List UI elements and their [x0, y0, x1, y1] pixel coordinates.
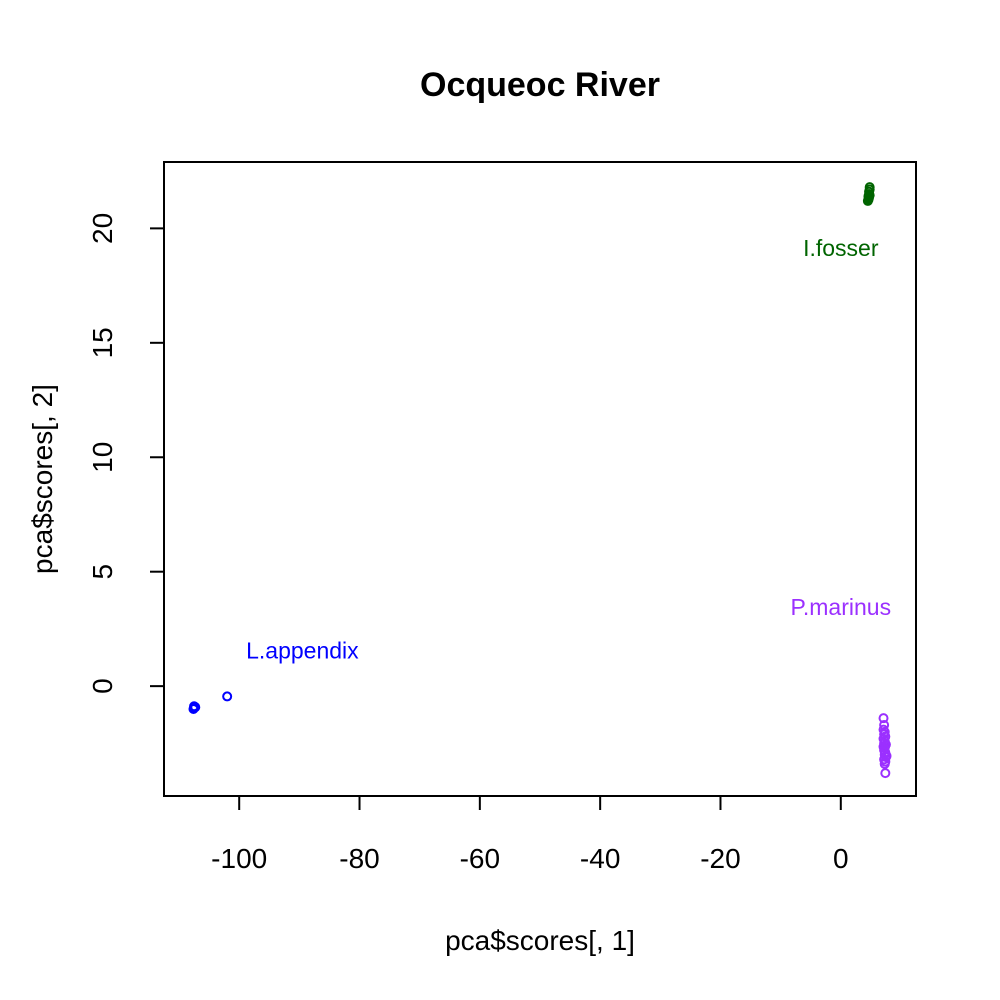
data-point	[881, 750, 892, 761]
data-points	[188, 182, 892, 779]
series-label: L.appendix	[246, 638, 359, 664]
chart-title: Ocqueoc River	[420, 66, 660, 104]
data-point	[189, 701, 200, 712]
data-point	[880, 768, 891, 779]
data-point	[864, 190, 875, 201]
y-tick-label: 15	[87, 327, 118, 358]
x-tick-label: 0	[833, 843, 849, 874]
data-point	[879, 720, 890, 731]
x-tick-label: -60	[460, 843, 500, 874]
data-point	[878, 713, 889, 724]
y-tick-label: 5	[87, 564, 118, 580]
x-tick-label: -80	[339, 843, 379, 874]
y-tick-label: 10	[87, 442, 118, 473]
x-tick-label: -100	[211, 843, 267, 874]
x-axis-label: pca$scores[, 1]	[445, 925, 635, 956]
data-point	[878, 741, 889, 752]
series-label: P.marinus	[791, 594, 892, 620]
data-point	[880, 739, 891, 750]
series-labels: L.appendix I.fosser P.marinus	[246, 235, 891, 664]
y-axis-label: pca$scores[, 2]	[27, 384, 58, 574]
series-label: I.fosser	[803, 235, 879, 261]
x-axis: -100 -80 -60 -40 -20 0	[211, 795, 849, 874]
x-tick-label: -40	[580, 843, 620, 874]
x-tick-label: -20	[700, 843, 740, 874]
data-point	[222, 691, 233, 702]
y-tick-label: 20	[87, 213, 118, 244]
y-axis: 0 5 10 15 20	[87, 213, 165, 694]
y-tick-label: 0	[87, 678, 118, 694]
